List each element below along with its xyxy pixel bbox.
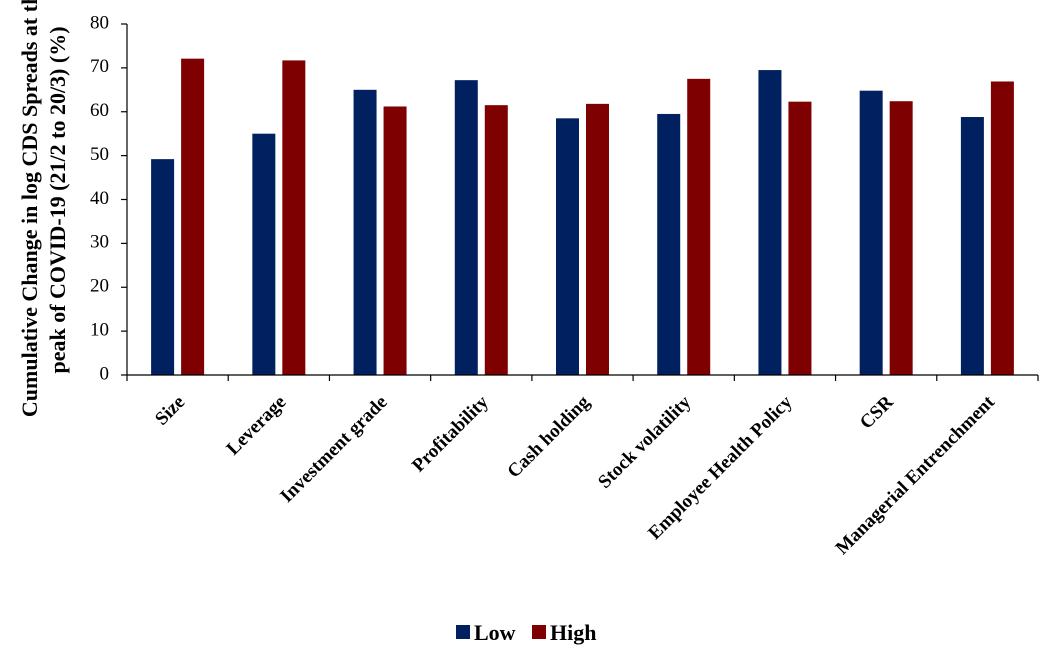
bar-low [454, 80, 478, 375]
bar-high [484, 105, 508, 375]
x-tick-label: Size [151, 392, 189, 430]
y-tick-label: 70 [90, 56, 109, 77]
x-tick-label: Profitability [408, 391, 493, 476]
bars [151, 58, 1014, 376]
x-tick-label: Investment grade [276, 392, 391, 507]
bar-high [383, 106, 407, 376]
y-tick-label: 60 [90, 100, 109, 121]
y-axis-label-line: peak of COVID-19 (21/2 to 20/3) (%) [45, 26, 70, 373]
y-axis-label: Cumulative Change in log CDS Spreads at … [17, 0, 70, 417]
y-tick-label: 0 [100, 363, 110, 384]
y-tick-label: 80 [90, 12, 109, 33]
bar-low [353, 89, 377, 375]
bar-low [151, 159, 175, 375]
bar-high [788, 101, 812, 375]
legend-swatch-high [532, 625, 546, 639]
bar-high [889, 101, 913, 375]
y-axis: 0 10 20 30 40 50 60 70 80 [90, 12, 128, 384]
y-tick-label: 50 [90, 144, 109, 165]
y-tick-label: 30 [90, 232, 109, 253]
bar-high [687, 78, 711, 375]
legend-swatch-low [456, 625, 470, 639]
legend-label-low: Low [474, 620, 516, 645]
y-axis-label-line: Cumulative Change in log CDS Spreads at … [17, 0, 42, 417]
bar-high [282, 60, 306, 375]
bar-low [556, 118, 579, 376]
legend: Low High [456, 620, 596, 645]
bar-low [960, 117, 984, 375]
bar-low [252, 133, 276, 375]
y-tick-label: 10 [90, 319, 109, 340]
bar-low [657, 113, 681, 375]
legend-label-high: High [550, 620, 596, 645]
bar-high [586, 103, 609, 375]
bar-high [990, 81, 1014, 375]
y-tick-label: 20 [90, 276, 109, 297]
x-tick-label: Stock volatility [594, 391, 695, 492]
x-tick-label: Leverage [223, 392, 291, 460]
x-tick-label: Cash holding [503, 391, 594, 482]
bar-low [859, 90, 883, 375]
bar-low [758, 70, 782, 375]
y-tick-label: 40 [90, 188, 109, 209]
bar-high [181, 58, 205, 375]
x-tick-label: CSR [856, 391, 898, 433]
